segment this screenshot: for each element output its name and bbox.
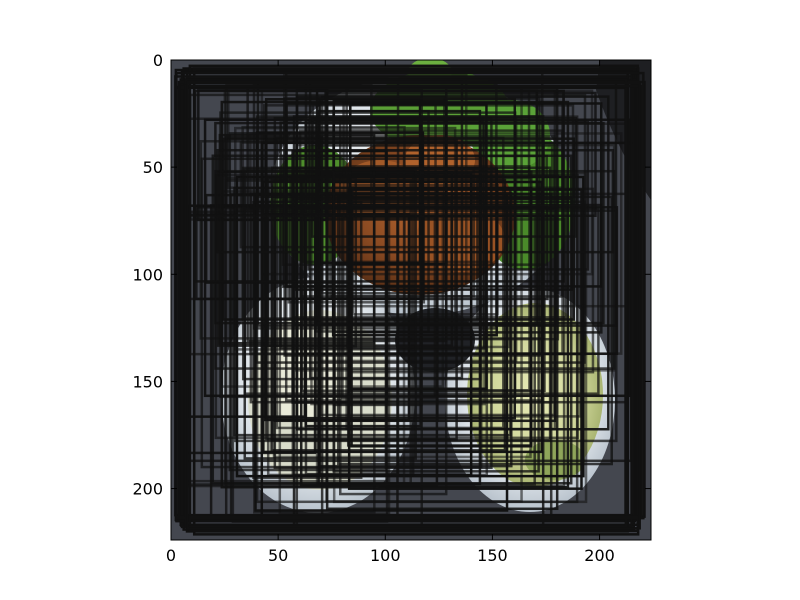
bounding-box xyxy=(234,126,457,351)
bounding-box xyxy=(342,102,564,355)
x-tick-label: 50 xyxy=(268,546,288,565)
bounding-box xyxy=(314,117,484,333)
bounding-box-overlay xyxy=(174,64,646,536)
bounding-box xyxy=(219,111,517,399)
bounding-box xyxy=(332,171,588,504)
bounding-box xyxy=(294,197,574,291)
y-tick-label: 150 xyxy=(132,372,163,391)
bounding-box xyxy=(289,175,568,319)
x-tick-label: 100 xyxy=(370,546,401,565)
food-photo xyxy=(171,60,651,540)
bounding-box xyxy=(175,71,645,520)
bounding-box xyxy=(337,195,613,466)
x-axis: 0 50 100 150 200 xyxy=(166,60,615,565)
bounding-box xyxy=(211,154,573,485)
bounding-box xyxy=(243,168,417,460)
bounding-box xyxy=(186,81,641,530)
bounding-box xyxy=(214,121,605,325)
y-tick-label: 50 xyxy=(143,158,163,177)
x-tick-label: 150 xyxy=(477,546,508,565)
x-tick-label: 0 xyxy=(166,546,176,565)
bounding-box xyxy=(346,202,511,349)
bounding-box xyxy=(188,64,640,533)
y-tick-label: 100 xyxy=(132,265,163,284)
bounding-box xyxy=(310,200,486,406)
axes-frame xyxy=(170,59,652,541)
bounding-box xyxy=(348,164,531,392)
x-tick-label: 200 xyxy=(584,546,615,565)
y-tick-label: 0 xyxy=(153,51,163,70)
y-tick-label: 200 xyxy=(132,480,163,499)
y-axis: 0 50 100 150 200 xyxy=(132,51,651,499)
